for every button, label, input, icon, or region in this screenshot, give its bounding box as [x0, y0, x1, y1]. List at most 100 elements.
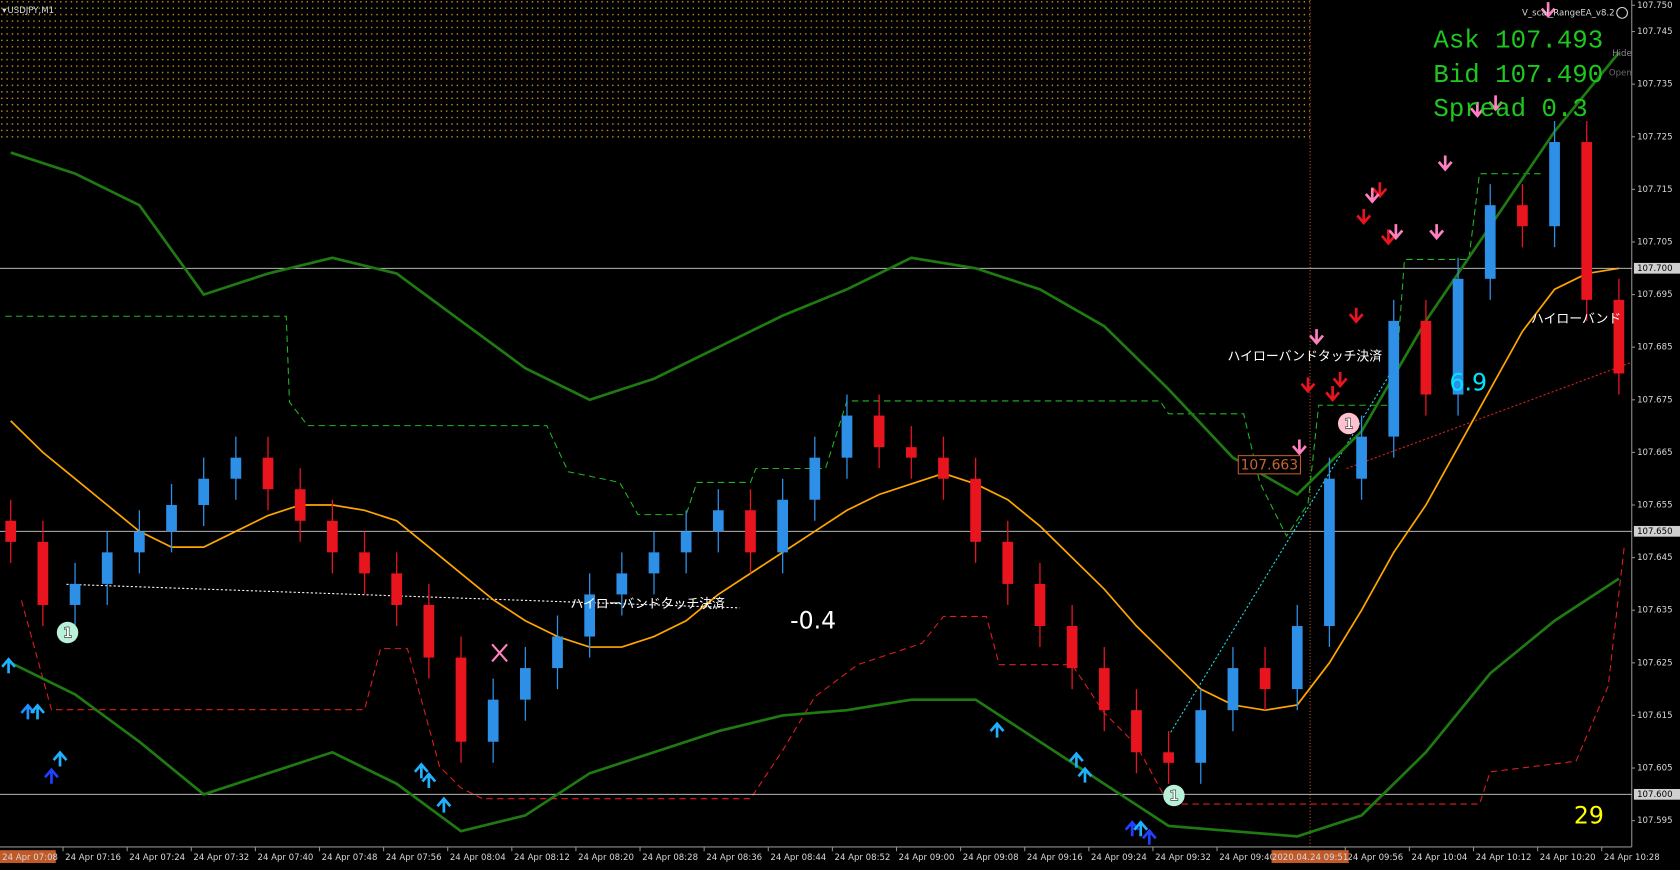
hide-button[interactable]: Hide	[1612, 49, 1632, 59]
sell-arrow	[1300, 377, 1316, 394]
sell-arrow	[1429, 224, 1445, 241]
x-label-highlight	[0, 850, 56, 864]
candle-body	[294, 489, 306, 521]
bid-price: Bid 107.490	[1433, 61, 1603, 90]
candle-body	[841, 415, 853, 458]
overlay: USDJPY,M1 V_scal_RangeEA_v8.2 Hide Open …	[2, 6, 1632, 124]
candle-body	[809, 457, 821, 500]
open-button[interactable]: Open	[1609, 68, 1632, 78]
candle-body	[487, 699, 499, 742]
candle-body	[616, 573, 628, 595]
candle-body	[777, 499, 789, 553]
x-tick-label: 24 Apr 09:00	[899, 853, 955, 863]
sell-arrow	[1291, 439, 1307, 456]
x-tick-label: 24 Apr 09:40	[1219, 853, 1275, 863]
level-label: 107.650	[1637, 527, 1672, 537]
cursor-time-bg	[1271, 850, 1349, 864]
x-tick-label: 24 Apr 09:56	[1347, 853, 1403, 863]
candle-body	[69, 583, 81, 605]
sell-arrow	[1437, 155, 1453, 172]
band-line	[10, 577, 1620, 838]
x-tick-label: 24 Apr 07:56	[386, 853, 442, 863]
candle-body	[1420, 320, 1432, 395]
trade-line	[1346, 361, 1632, 470]
spread: Spread 0.3	[1433, 95, 1587, 124]
candle-body	[326, 520, 338, 553]
y-tick-label: 107.695	[1637, 290, 1672, 300]
trade-line	[66, 583, 740, 609]
candle-body	[1291, 626, 1303, 690]
candle-body	[1581, 142, 1593, 300]
candle-body	[1388, 320, 1400, 437]
candle-body	[745, 510, 756, 553]
candle-body	[1195, 710, 1207, 763]
annotation: ハイローバンド	[1531, 312, 1621, 327]
candle-body	[1098, 668, 1110, 711]
level-label: 107.600	[1637, 790, 1672, 800]
x-tick-label: 24 Apr 08:20	[578, 853, 634, 863]
sell-arrow	[1309, 329, 1325, 346]
x-tick-label: 24 Apr 10:04	[1412, 853, 1468, 863]
annotation: ハイローバンドタッチ決済	[570, 596, 725, 612]
annotation: -0.4	[790, 606, 836, 634]
sell-arrow	[1388, 224, 1404, 241]
buy-arrow	[1068, 751, 1084, 768]
x-tick-label: 24 Apr 08:04	[450, 853, 506, 863]
moving-average	[10, 267, 1620, 712]
candle-body	[519, 668, 531, 700]
y-tick-label: 107.665	[1637, 448, 1672, 458]
buy-arrow	[52, 750, 68, 767]
y-tick-label: 107.605	[1637, 764, 1672, 774]
x-tick-label: 24 Apr 10:28	[1604, 853, 1660, 863]
x-tick-label: 24 Apr 07:32	[193, 853, 249, 863]
candle-body	[455, 657, 467, 742]
range-step-upper	[5, 173, 1544, 538]
x-tick-label: 24 Apr 10:12	[1476, 853, 1532, 863]
cursor-time-label: 2020.04.24 09:51	[1272, 853, 1348, 863]
buy-arrow	[436, 796, 452, 813]
buy-arrow	[1141, 828, 1157, 845]
buy-arrow	[44, 767, 59, 784]
x-tick-label: 24 Apr 08:36	[706, 853, 762, 863]
band-line	[10, 51, 1620, 497]
x-tick-label: 24 Apr 09:32	[1155, 853, 1211, 863]
y-tick-label: 107.735	[1637, 80, 1672, 90]
trade-marker	[56, 621, 79, 644]
candle-body	[584, 594, 596, 637]
y-tick-label: 107.725	[1637, 132, 1672, 142]
candle-body	[423, 604, 435, 658]
trade-marker-label: 1	[1344, 417, 1354, 433]
buy-arrow	[421, 771, 437, 788]
candle-body	[262, 457, 274, 490]
candle-body	[938, 457, 949, 479]
candle-body	[905, 447, 917, 458]
level-label: 107.700	[1637, 264, 1672, 274]
trade-marker	[1337, 412, 1360, 435]
x-tick-label: 24 Apr 07:24	[129, 853, 185, 863]
sell-arrow	[1325, 385, 1341, 402]
candle-body	[648, 552, 660, 574]
sell-arrow	[1372, 182, 1388, 199]
candle-body	[37, 541, 49, 605]
candle-body	[1002, 541, 1014, 584]
candle-body	[1517, 205, 1528, 227]
candle-body	[1227, 668, 1239, 711]
candle-body	[1131, 710, 1142, 753]
x-tick-label: 24 Apr 08:28	[642, 853, 698, 863]
sell-arrow	[1332, 372, 1348, 389]
sell-arrow	[1364, 187, 1380, 204]
candle-body	[1034, 583, 1046, 627]
ea-icon[interactable]	[1616, 6, 1629, 19]
sell-arrow	[1356, 209, 1372, 226]
sell-arrow	[1488, 95, 1504, 112]
y-tick-label: 107.685	[1637, 343, 1672, 353]
candle-body	[1066, 626, 1078, 669]
y-tick-label: 107.615	[1637, 711, 1672, 721]
candle-body	[359, 552, 370, 574]
buy-arrow	[413, 762, 429, 779]
x-tick-label: 24 Apr 09:08	[963, 853, 1019, 863]
x-tick-label: 24 Apr 08:52	[835, 853, 891, 863]
candle-body	[1163, 752, 1174, 763]
